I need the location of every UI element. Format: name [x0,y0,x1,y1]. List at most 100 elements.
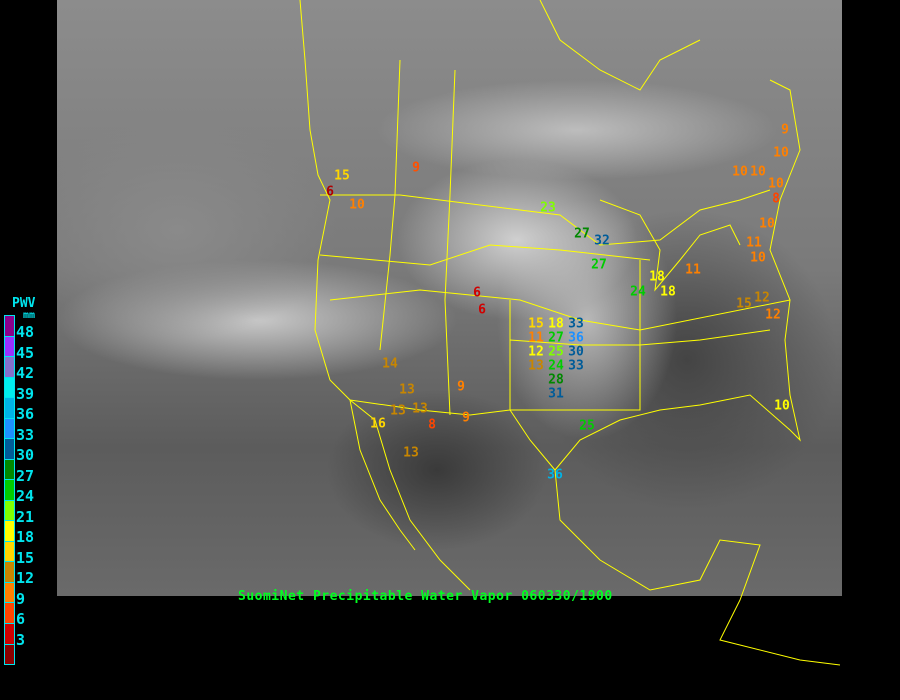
legend-color-swatch [5,480,14,501]
legend-color-swatch [5,644,14,665]
station-pwv-value: 12 [528,344,544,360]
legend-tick-label: 15 [16,548,35,567]
legend-tick-label: 27 [16,466,35,485]
station-pwv-value: 8 [428,417,436,433]
legend-color-swatch [5,562,14,583]
station-pwv-value: 16 [370,416,386,432]
us-mexico-border [349,399,556,471]
legend-tick-label: 12 [16,569,35,588]
station-pwv-value: 25 [579,418,595,434]
station-pwv-value: 10 [768,176,784,192]
legend-color-swatch [5,500,14,522]
state-lines-2 [444,69,456,416]
legend-color-swatch [5,418,14,440]
gulf-coast [554,79,801,471]
station-pwv-value: 13 [403,445,419,461]
legend-tick-label: 42 [16,364,35,383]
legend-color-swatch [5,439,14,460]
station-pwv-value: 13 [412,401,428,417]
state-lines-4 [329,289,791,331]
map-caption: SuomiNet Precipitable Water Vapor 060330… [238,589,613,604]
us-canada-border [320,189,771,246]
station-pwv-value: 18 [548,316,564,332]
state-lines-3 [319,244,651,266]
legend-color-swatch [5,459,14,481]
legend-color-swatch [5,521,14,542]
station-pwv-value: 9 [457,379,465,395]
legend-color-swatch [5,541,14,563]
station-pwv-value: 15 [334,168,350,184]
legend-title: PWV [12,296,36,311]
station-pwv-value: 31 [548,386,564,402]
station-pwv-value: 6 [326,184,334,200]
station-pwv-value: 9 [412,160,420,176]
station-pwv-value: 10 [750,164,766,180]
station-pwv-value: 11 [685,262,701,278]
legend-color-swatch [5,357,14,378]
station-pwv-value: 15 [736,296,752,312]
satellite-image [57,0,842,596]
legend-tick-label: 3 [16,630,26,649]
station-pwv-value: 14 [382,356,398,372]
legend-tick-label: 6 [16,610,26,629]
station-pwv-value: 13 [399,382,415,398]
legend-tick-label: 39 [16,384,35,403]
station-pwv-value: 6 [478,302,486,318]
legend-color-swatch [5,398,14,419]
station-pwv-value: 12 [765,307,781,323]
legend-color-swatch [5,582,14,604]
legend-color-swatch [5,603,14,624]
state-lines-1 [379,59,401,351]
mexico-coast [554,469,841,666]
station-pwv-value: 11 [746,235,762,251]
station-pwv-value: 9 [781,122,789,138]
legend-color-scale [4,315,15,665]
station-pwv-value: 18 [649,269,665,285]
hudson-bay [539,0,701,91]
station-pwv-value: 27 [548,330,564,346]
station-pwv-value: 24 [548,358,564,374]
station-pwv-value: 27 [591,257,607,273]
legend-tick-label: 24 [16,487,35,506]
station-pwv-value: 12 [754,290,770,306]
legend-tick-label: 9 [16,589,26,608]
great-lakes [599,199,741,292]
legend-unit: mm [23,310,36,321]
legend-tick-label: 21 [16,507,35,526]
station-pwv-value: 24 [630,284,646,300]
station-pwv-value: 33 [568,358,584,374]
station-pwv-value: 10 [759,216,775,232]
station-pwv-value: 36 [547,467,563,483]
legend-tick-label: 45 [16,343,35,362]
station-pwv-value: 10 [732,164,748,180]
station-pwv-value: 8 [772,191,780,207]
legend-tick-label: 48 [16,323,35,342]
legend-color-swatch [5,377,14,399]
station-pwv-value: 28 [548,372,564,388]
legend-tick-label: 18 [16,528,35,547]
legend-color-swatch [5,336,14,358]
station-pwv-value: 9 [462,410,470,426]
legend-color-swatch [5,623,14,645]
legend-tick-label: 30 [16,446,35,465]
station-pwv-value: 10 [774,398,790,414]
station-pwv-value: 15 [528,316,544,332]
station-pwv-value: 10 [750,250,766,266]
west-coastline [299,0,471,591]
station-pwv-value: 10 [349,197,365,213]
station-pwv-value: 25 [548,344,564,360]
baja-peninsula [349,399,416,551]
station-pwv-value: 18 [660,284,676,300]
station-pwv-value: 11 [528,330,544,346]
state-lines-6 [509,260,641,411]
station-pwv-value: 23 [540,200,556,216]
legend-tick-label: 36 [16,405,35,424]
station-pwv-value: 33 [568,316,584,332]
station-pwv-value: 13 [528,358,544,374]
station-pwv-value: 30 [568,344,584,360]
station-pwv-value: 10 [773,145,789,161]
station-pwv-value: 13 [390,403,406,419]
station-pwv-value: 32 [594,233,610,249]
legend-tick-label: 33 [16,425,35,444]
